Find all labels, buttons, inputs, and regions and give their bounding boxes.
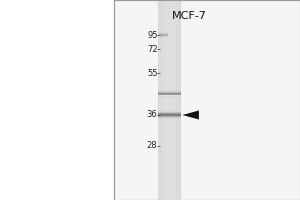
Text: MCF-7: MCF-7 <box>172 11 206 21</box>
Bar <box>158 91 181 92</box>
Bar <box>158 113 181 114</box>
Bar <box>158 90 181 91</box>
Bar <box>158 93 181 94</box>
Bar <box>158 114 181 115</box>
Bar <box>159 35 168 36</box>
Bar <box>159 37 168 38</box>
Bar <box>158 96 181 97</box>
Bar <box>159 34 168 35</box>
Bar <box>158 111 181 112</box>
Bar <box>158 0 181 200</box>
Bar <box>159 32 168 33</box>
Text: 72: 72 <box>147 45 158 53</box>
Text: 28: 28 <box>147 142 158 150</box>
Bar <box>158 115 181 116</box>
Text: 55: 55 <box>147 68 158 77</box>
Bar <box>158 94 181 95</box>
Bar <box>158 118 181 119</box>
Text: 36: 36 <box>147 110 158 119</box>
Bar <box>158 112 181 113</box>
Polygon shape <box>182 110 199 119</box>
Bar <box>159 33 168 34</box>
Bar <box>114 0 300 200</box>
Bar <box>158 117 181 118</box>
Text: 95: 95 <box>147 30 158 40</box>
Bar <box>158 97 181 98</box>
Bar <box>158 116 181 117</box>
